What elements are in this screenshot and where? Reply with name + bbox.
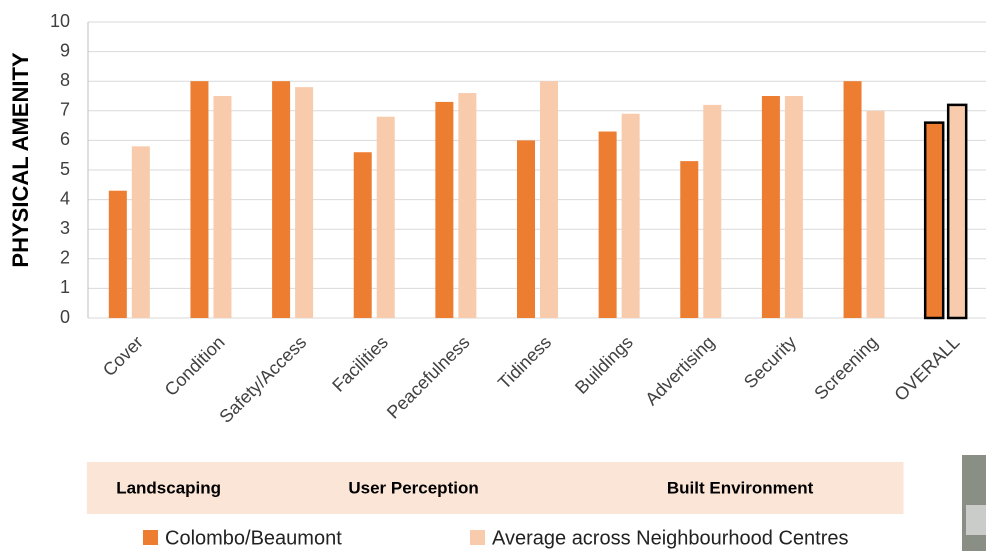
- bar: [435, 101, 454, 318]
- x-tick-label: Safety/Access: [215, 332, 310, 427]
- y-tick-label: 10: [50, 11, 70, 31]
- bar: [131, 146, 150, 318]
- group-box: [576, 462, 904, 514]
- y-tick-label: 2: [60, 248, 70, 268]
- bar: [376, 116, 395, 318]
- y-tick-label: 8: [60, 70, 70, 90]
- bar: [540, 81, 558, 318]
- bar: [621, 113, 640, 318]
- bar: [923, 121, 945, 320]
- x-tick-label: Security: [740, 332, 800, 392]
- bar: [946, 103, 968, 320]
- legend-label: Average across Neighbourhood Centres: [492, 527, 849, 549]
- photo-thumbnail: [962, 455, 986, 551]
- y-tick-label: 3: [60, 218, 70, 238]
- bar: [353, 152, 372, 318]
- bar: [213, 96, 232, 318]
- y-tick-label: 0: [60, 307, 70, 327]
- bar: [843, 81, 862, 318]
- x-tick-label: Condition: [161, 332, 229, 400]
- y-tick-label: 9: [60, 40, 70, 60]
- bar: [295, 87, 314, 319]
- x-tick-label: Tidiness: [494, 332, 555, 393]
- x-tick-label: Buildings: [571, 332, 637, 398]
- x-tick-label: Peacefulness: [383, 332, 474, 423]
- bar: [272, 81, 291, 318]
- legend-swatch: [470, 530, 485, 545]
- group-box: [250, 462, 577, 514]
- y-tick-label: 5: [60, 159, 70, 179]
- bar: [108, 190, 127, 318]
- legend-swatch: [143, 530, 158, 545]
- x-tick-label: Cover: [99, 332, 147, 380]
- y-axis-title: PHYSICAL AMENITY: [8, 52, 33, 267]
- group-label: Built Environment: [667, 478, 814, 497]
- legend-label: Colombo/Beaumont: [165, 527, 342, 549]
- bar: [866, 110, 885, 318]
- group-label: User Perception: [348, 478, 478, 497]
- bar: [190, 81, 209, 318]
- x-tick-label: Screening: [810, 332, 881, 403]
- photo-detail: [966, 505, 986, 535]
- bar: [784, 96, 803, 318]
- y-tick-label: 6: [60, 129, 70, 149]
- y-tick-label: 4: [60, 188, 70, 208]
- bar: [517, 140, 535, 318]
- group-box: [86, 462, 251, 514]
- bar: [458, 93, 477, 318]
- bar: [761, 96, 780, 318]
- bar: [703, 104, 722, 318]
- bar: [680, 161, 699, 318]
- x-tick-label: OVERALL: [891, 332, 964, 405]
- x-tick-label: Facilities: [328, 332, 392, 396]
- group-label: Landscaping: [116, 478, 221, 497]
- bar: [598, 131, 617, 318]
- y-tick-label: 1: [60, 277, 70, 297]
- x-tick-label: Advertising: [641, 332, 718, 409]
- y-tick-label: 7: [60, 100, 70, 120]
